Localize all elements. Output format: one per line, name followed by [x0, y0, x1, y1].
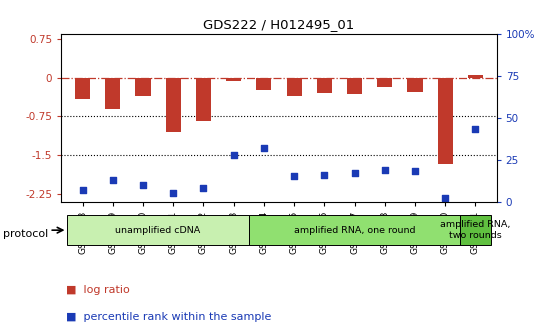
Point — [229, 152, 238, 157]
Point — [411, 169, 420, 174]
Text: protocol: protocol — [3, 228, 48, 239]
Text: amplified RNA,
two rounds: amplified RNA, two rounds — [440, 220, 511, 240]
Text: amplified RNA, one round: amplified RNA, one round — [294, 226, 415, 235]
Bar — [196, 78, 211, 122]
Point — [320, 172, 329, 177]
Point — [350, 170, 359, 176]
Title: GDS222 / H012495_01: GDS222 / H012495_01 — [203, 18, 355, 31]
Bar — [460, 215, 490, 245]
Bar — [68, 215, 249, 245]
Text: unamplified cDNA: unamplified cDNA — [116, 226, 201, 235]
Bar — [226, 78, 241, 81]
Bar — [468, 75, 483, 78]
Bar — [317, 78, 332, 93]
Point — [290, 174, 299, 179]
Bar — [249, 215, 460, 245]
Bar — [377, 78, 392, 87]
Bar — [166, 78, 181, 132]
Bar — [256, 78, 271, 90]
Bar — [136, 78, 151, 96]
Bar — [105, 78, 121, 109]
Text: ■  log ratio: ■ log ratio — [66, 285, 129, 295]
Bar — [437, 78, 453, 164]
Point — [471, 127, 480, 132]
Bar — [287, 78, 302, 96]
Bar — [347, 78, 362, 94]
Point — [259, 145, 268, 151]
Point — [441, 196, 450, 201]
Point — [78, 187, 87, 193]
Bar — [407, 78, 422, 92]
Text: ■  percentile rank within the sample: ■ percentile rank within the sample — [66, 312, 271, 322]
Bar — [75, 78, 90, 99]
Point — [381, 167, 389, 172]
Point — [108, 177, 117, 182]
Point — [199, 185, 208, 191]
Point — [169, 191, 177, 196]
Point — [138, 182, 147, 187]
